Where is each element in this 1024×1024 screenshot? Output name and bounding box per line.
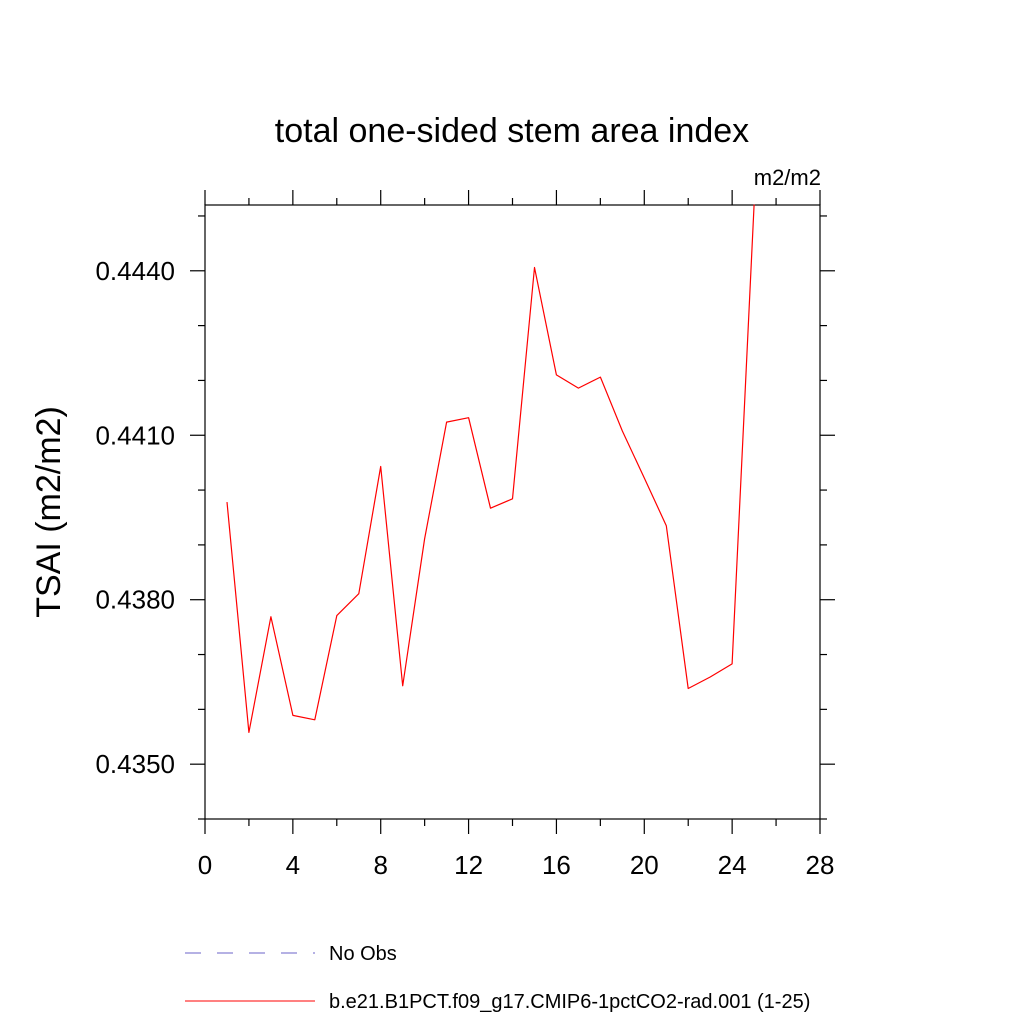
y-axis-label: TSAI (m2/m2) bbox=[30, 406, 68, 618]
axis-ticks: 0 4 8 12 16 20 24 28 0.4350 0.4380 0.4410 0.4440 bbox=[95, 190, 835, 880]
chart-title: total one-sided stem area index bbox=[275, 112, 749, 150]
x-tick-label: 8 bbox=[373, 850, 387, 880]
units-label: m2/m2 bbox=[754, 165, 821, 190]
y-tick-label: 0.4440 bbox=[95, 256, 175, 286]
legend: No Obs b.e21.B1PCT.f09_g17.CMIP6-1pctCO2… bbox=[185, 943, 810, 1013]
x-tick-label: 28 bbox=[806, 850, 835, 880]
x-tick-label: 0 bbox=[198, 850, 212, 880]
x-tick-label: 4 bbox=[286, 850, 300, 880]
x-tick-label: 12 bbox=[454, 850, 483, 880]
series-line bbox=[226, 204, 755, 734]
y-tick-label: 0.4410 bbox=[95, 420, 175, 450]
y-tick-label: 0.4380 bbox=[95, 585, 175, 615]
legend-label-series: b.e21.B1PCT.f09_g17.CMIP6-1pctCO2-rad.00… bbox=[329, 991, 810, 1013]
x-tick-label: 24 bbox=[718, 850, 747, 880]
plot-frame bbox=[204, 204, 821, 820]
data-series bbox=[226, 204, 755, 734]
legend-label-no-obs: No Obs bbox=[329, 943, 397, 965]
y-tick-label: 0.4350 bbox=[95, 749, 175, 779]
x-tick-label: 20 bbox=[630, 850, 659, 880]
x-tick-label: 16 bbox=[542, 850, 571, 880]
